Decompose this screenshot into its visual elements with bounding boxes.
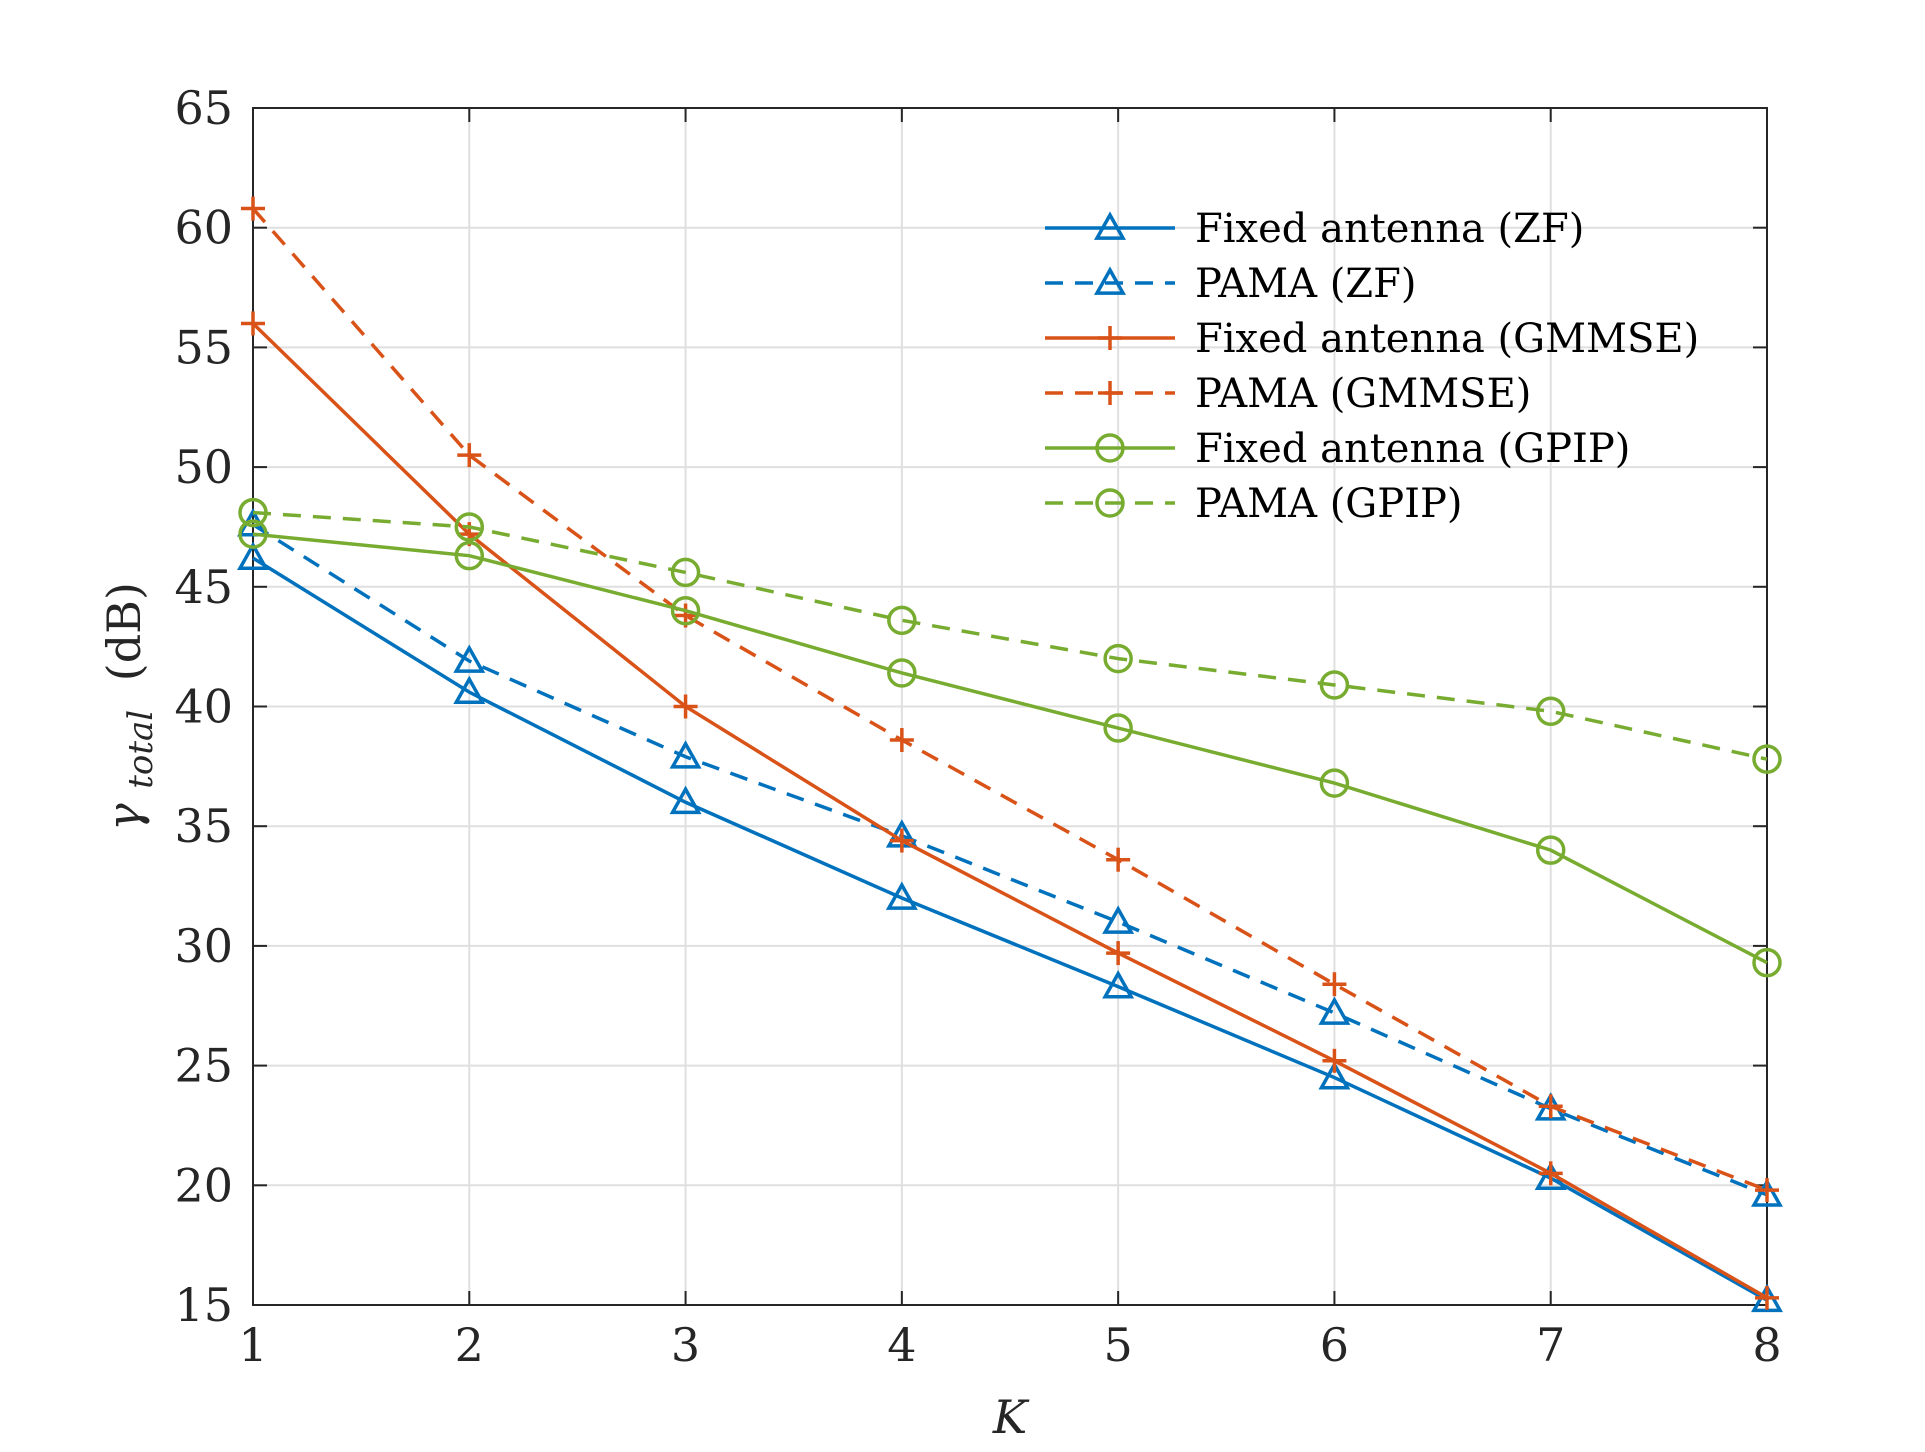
- legend-item: PAMA (GPIP): [1045, 481, 1462, 527]
- series-line: [252, 510, 1768, 761]
- plus-marker: [889, 728, 914, 753]
- triangle-marker: [1094, 211, 1126, 240]
- circle-marker: [1752, 744, 1782, 774]
- plus-marker: [673, 694, 698, 719]
- y-tick-label: 35: [174, 799, 233, 853]
- triangle-marker: [885, 881, 918, 910]
- circle-marker: [454, 540, 485, 571]
- series-2: [241, 311, 1779, 1310]
- legend: Fixed antenna (ZF) PAMA (ZF) Fixed antenna…: [1045, 206, 1699, 527]
- y-axis-label-unit: (dB): [97, 582, 151, 681]
- circle-marker: [670, 595, 701, 626]
- circle-marker: [1319, 670, 1350, 700]
- plus-marker: [1106, 847, 1131, 872]
- y-axis-label-subscript: total: [121, 710, 161, 789]
- plus-marker: [241, 311, 265, 336]
- y-axis-label-symbol: γ: [97, 803, 151, 831]
- series-4: [238, 519, 1782, 978]
- legend-item: Fixed antenna (GMMSE): [1045, 316, 1699, 362]
- x-tick-label: 7: [1536, 1318, 1565, 1372]
- triangle-marker: [237, 541, 269, 570]
- plus-marker: [1106, 941, 1131, 966]
- x-tick-label: 3: [671, 1318, 700, 1372]
- circle-marker: [238, 497, 268, 528]
- triangle-marker: [1751, 1178, 1783, 1207]
- circle-marker: [1535, 835, 1566, 865]
- circle-marker: [887, 658, 917, 688]
- plus-marker: [457, 443, 482, 468]
- y-tick-label: 40: [174, 680, 233, 734]
- triangle-marker: [1102, 970, 1135, 999]
- plus-marker: [1322, 1048, 1347, 1073]
- series-line: [252, 523, 1768, 1197]
- circle-marker: [1319, 768, 1350, 798]
- circle-marker: [1095, 433, 1125, 463]
- y-tick-label: 55: [174, 320, 233, 374]
- y-tick-label: 30: [174, 919, 233, 973]
- legend-label: PAMA (GMMSE): [1195, 371, 1531, 417]
- legend-label: PAMA (GPIP): [1195, 481, 1462, 527]
- legend-item: PAMA (GMMSE): [1045, 371, 1531, 417]
- triangle-marker: [669, 785, 702, 815]
- triangle-marker: [1094, 266, 1126, 295]
- y-tick-label: 45: [174, 560, 233, 614]
- triangle-marker: [1318, 1060, 1351, 1090]
- legend-item: Fixed antenna (GPIP): [1045, 426, 1630, 472]
- legend-label: PAMA (ZF): [1195, 261, 1416, 307]
- circle-marker: [238, 519, 268, 549]
- y-tick-label: 20: [174, 1158, 233, 1212]
- plus-marker: [1755, 1285, 1779, 1310]
- plus-marker: [1322, 972, 1347, 997]
- circle-marker: [1103, 643, 1133, 674]
- y-tick-label: 65: [174, 81, 233, 135]
- plus-marker: [1098, 381, 1122, 405]
- series-line: [251, 207, 1768, 1192]
- x-tick-label: 5: [1104, 1318, 1133, 1372]
- circle-marker: [1095, 488, 1125, 518]
- y-axis-label: γ total (dB): [97, 582, 163, 831]
- plus-marker: [1755, 1178, 1779, 1203]
- legend-item: PAMA (ZF): [1045, 261, 1416, 307]
- x-tick-label: 4: [887, 1318, 916, 1372]
- circle-marker: [887, 605, 917, 636]
- plus-marker: [241, 196, 265, 221]
- circle-marker: [1752, 947, 1782, 978]
- y-tick-label: 15: [174, 1278, 233, 1332]
- x-axis-label: K: [992, 1390, 1030, 1444]
- series-3: [241, 196, 1779, 1203]
- legend-label: Fixed antenna (GPIP): [1195, 426, 1630, 472]
- series-line: [252, 556, 1768, 1302]
- circle-marker: [670, 557, 701, 588]
- plus-marker: [889, 828, 914, 853]
- triangle-marker: [669, 740, 702, 769]
- x-tick-label: 1: [238, 1318, 267, 1372]
- x-tick-label: 8: [1752, 1318, 1781, 1372]
- y-tick-label: 60: [174, 201, 233, 255]
- y-tick-label: 50: [174, 440, 233, 494]
- series-line: [251, 322, 1768, 1300]
- series-layer: [237, 196, 1783, 1313]
- plus-marker: [1098, 326, 1122, 350]
- circle-marker: [1535, 696, 1566, 727]
- triangle-marker: [1102, 905, 1135, 934]
- legend-label: Fixed antenna (ZF): [1195, 206, 1584, 252]
- triangle-marker: [1318, 996, 1351, 1025]
- series-5: [238, 497, 1782, 774]
- y-tick-label: 25: [174, 1039, 233, 1093]
- legend-label: Fixed antenna (GMMSE): [1195, 316, 1699, 362]
- legend-item: Fixed antenna (ZF): [1045, 206, 1584, 252]
- series-line: [252, 532, 1768, 965]
- circle-marker: [1103, 713, 1133, 743]
- plus-marker: [1538, 1161, 1563, 1186]
- x-tick-label: 6: [1320, 1318, 1349, 1372]
- circle-marker: [454, 512, 485, 542]
- grid: [252, 107, 1768, 1306]
- plus-marker: [1538, 1094, 1563, 1119]
- triangle-marker: [453, 644, 486, 673]
- x-tick-label: 2: [455, 1318, 484, 1372]
- triangle-marker: [453, 675, 486, 705]
